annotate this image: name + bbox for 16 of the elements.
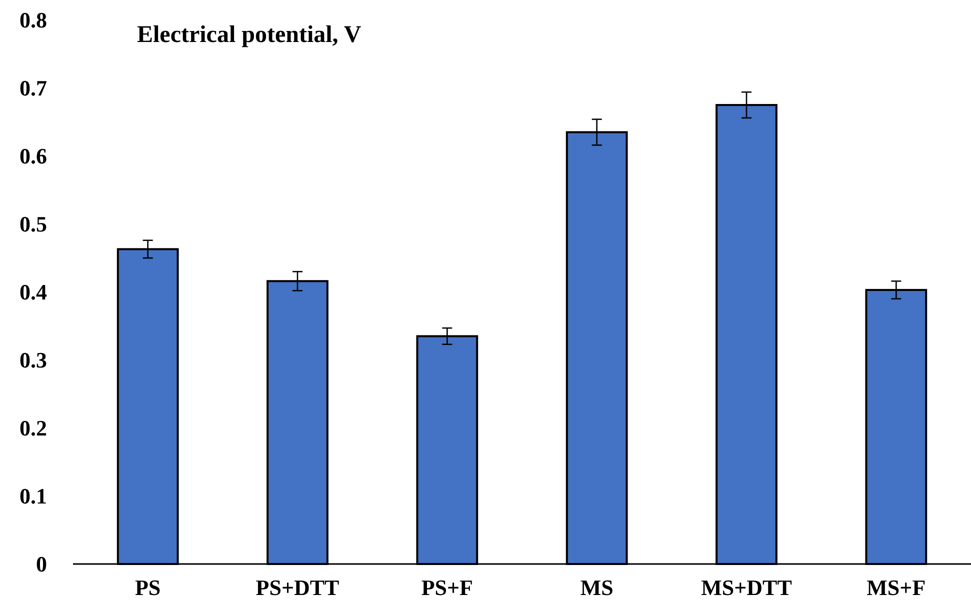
y-tick-label: 0.2 <box>20 416 47 441</box>
x-tick-label: MS+F <box>866 575 926 600</box>
y-tick-label: 0 <box>36 552 47 577</box>
x-tick-label: MS+DTT <box>701 575 792 600</box>
x-tick-label: PS <box>134 575 161 600</box>
chart-title: Electrical potential, V <box>137 22 362 48</box>
x-tick-label: PS+F <box>421 575 473 600</box>
y-tick-label: 0.8 <box>20 8 47 33</box>
y-tick-label: 0.4 <box>20 280 47 305</box>
y-tick-label: 0.6 <box>20 144 47 169</box>
x-tick-label: MS <box>580 575 614 600</box>
y-tick-label: 0.5 <box>20 212 47 237</box>
y-tick-label: 0.1 <box>20 484 47 509</box>
y-tick-label: 0.7 <box>20 76 47 101</box>
y-tick-label: 0.3 <box>20 348 47 373</box>
x-tick-label: PS+DTT <box>256 575 340 600</box>
